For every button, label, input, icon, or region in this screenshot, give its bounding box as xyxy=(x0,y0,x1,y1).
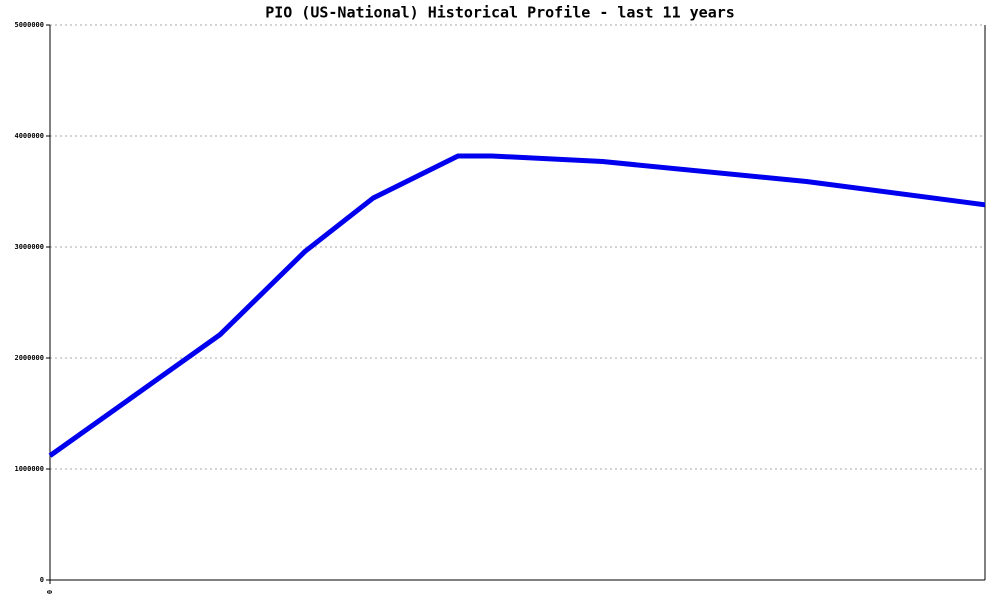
x-tick-label: 0 xyxy=(46,590,54,594)
chart-title: PIO (US-National) Historical Profile - l… xyxy=(265,4,735,22)
y-tick-label: 4000000 xyxy=(14,132,44,140)
y-tick-label: 2000000 xyxy=(14,354,44,362)
y-tick-label: 3000000 xyxy=(14,243,44,251)
y-tick-label: 0 xyxy=(40,576,44,584)
y-tick-label: 5000000 xyxy=(14,21,44,29)
data-line xyxy=(48,153,986,458)
y-tick-label: 1000000 xyxy=(14,465,44,473)
